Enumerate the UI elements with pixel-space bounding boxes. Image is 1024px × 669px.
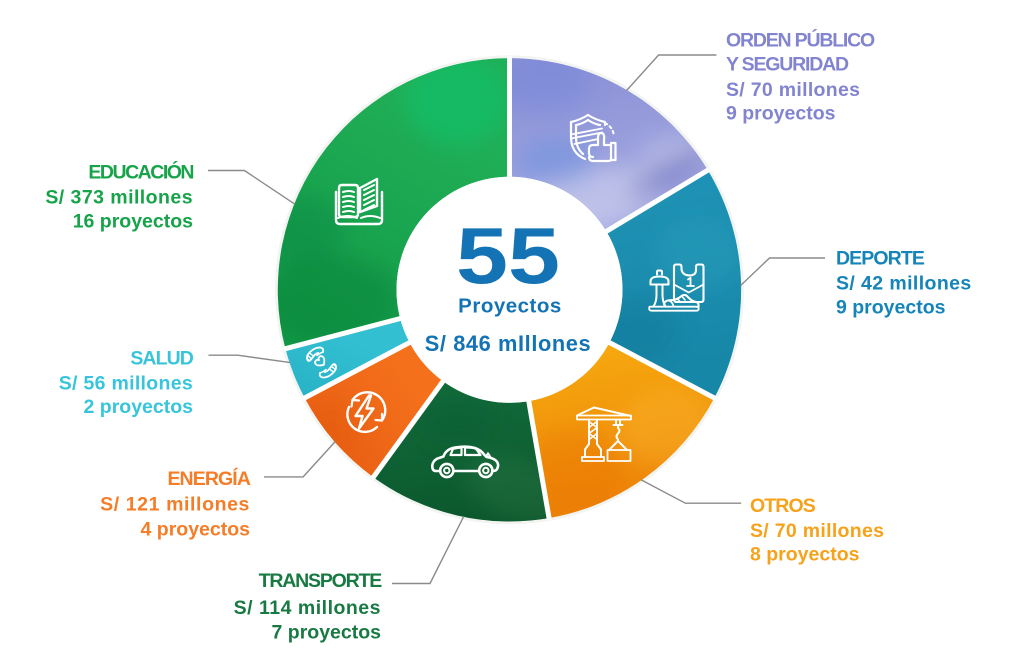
svg-text:ORDEN PÚBLICO: ORDEN PÚBLICO bbox=[726, 28, 875, 52]
svg-text:S/ 42 millones: S/ 42 millones bbox=[836, 273, 972, 295]
svg-text:S/ 114 millones: S/ 114 millones bbox=[234, 597, 381, 619]
svg-text:TRANSPORTE: TRANSPORTE bbox=[259, 570, 383, 592]
svg-text:S/ 846 mIllones: S/ 846 mIllones bbox=[425, 331, 592, 356]
svg-text:9 proyectos: 9 proyectos bbox=[726, 103, 836, 125]
svg-text:EDUCACIÓN: EDUCACIÓN bbox=[88, 160, 193, 184]
svg-text:S/ 70 millones: S/ 70 millones bbox=[726, 79, 860, 101]
svg-text:2 proyectos: 2 proyectos bbox=[84, 396, 194, 418]
svg-text:4 proyectos: 4 proyectos bbox=[141, 519, 251, 541]
svg-text:SALUD: SALUD bbox=[130, 348, 193, 370]
svg-text:S/ 70 millones: S/ 70 millones bbox=[750, 520, 884, 542]
svg-text:Y SEGURIDAD: Y SEGURIDAD bbox=[726, 54, 849, 76]
svg-text:Proyectos: Proyectos bbox=[458, 295, 562, 318]
svg-text:S/ 373 millones: S/ 373 millones bbox=[45, 187, 193, 209]
svg-text:OTROS: OTROS bbox=[750, 495, 816, 517]
svg-text:16 proyectos: 16 proyectos bbox=[73, 211, 193, 233]
svg-text:ENERGÍA: ENERGÍA bbox=[167, 467, 250, 490]
svg-text:55: 55 bbox=[456, 211, 560, 300]
svg-text:7 proyectos: 7 proyectos bbox=[272, 622, 382, 644]
svg-text:S/ 56 millones: S/ 56 millones bbox=[59, 373, 193, 395]
svg-text:DEPORTE: DEPORTE bbox=[836, 248, 925, 270]
svg-text:8 proyectos: 8 proyectos bbox=[750, 544, 860, 566]
svg-text:9 proyectos: 9 proyectos bbox=[836, 297, 946, 319]
svg-text:S/ 121 millones: S/ 121 millones bbox=[100, 494, 250, 516]
